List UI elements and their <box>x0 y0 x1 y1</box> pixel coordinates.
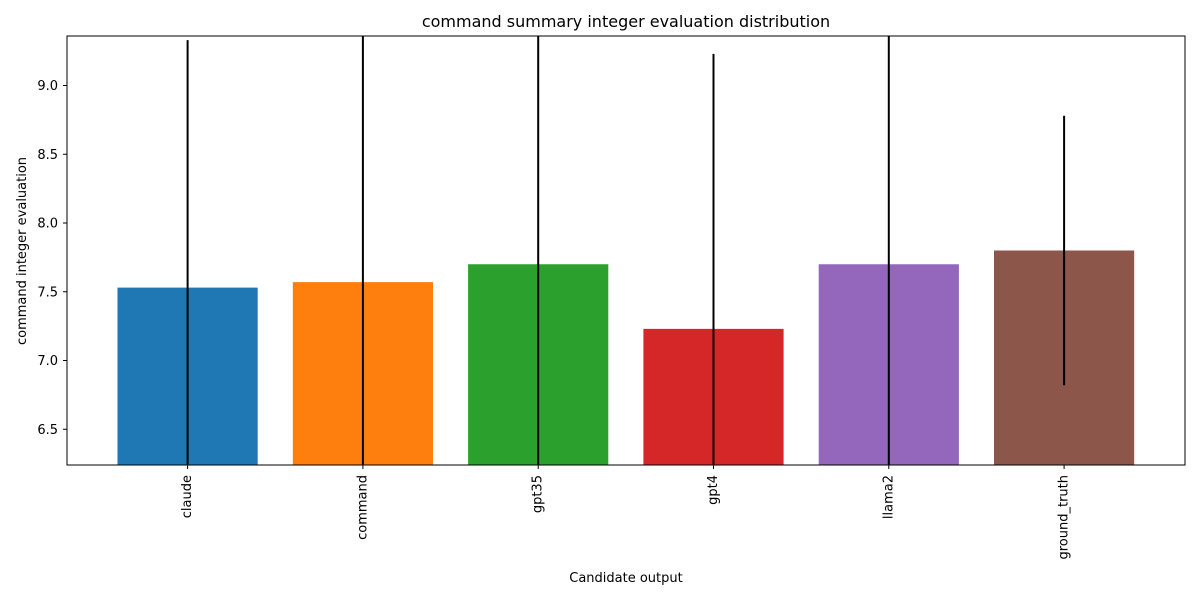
x-axis: claude command gpt35 gpt4 llama2 ground_truth <box>180 465 1072 560</box>
x-tick-label: command <box>355 475 370 540</box>
y-tick-label: 8.5 <box>37 148 58 163</box>
y-tick-label: 6.5 <box>37 423 58 438</box>
bars-layer <box>117 250 1135 465</box>
y-tick-label: 8.0 <box>37 217 58 232</box>
y-tick-label: 9.0 <box>37 79 58 94</box>
x-tick-label: gpt4 <box>706 475 721 505</box>
x-tick-label: gpt35 <box>531 475 546 513</box>
chart-title: command summary integer evaluation distr… <box>422 12 830 31</box>
y-tick-label: 7.0 <box>37 354 58 369</box>
x-tick-label: claude <box>180 475 195 518</box>
plot-frame <box>66 35 1186 466</box>
y-tick-label: 7.5 <box>37 285 58 300</box>
x-tick-label: ground_truth <box>1057 475 1072 560</box>
x-axis-label: Candidate output <box>569 571 682 586</box>
y-axis: 6.5 7.0 7.5 8.0 8.5 9.0 <box>37 79 67 438</box>
errorbars-layer <box>186 36 1066 465</box>
x-tick-label: llama2 <box>881 475 896 519</box>
y-axis-label: command integer evaluation <box>15 157 30 345</box>
